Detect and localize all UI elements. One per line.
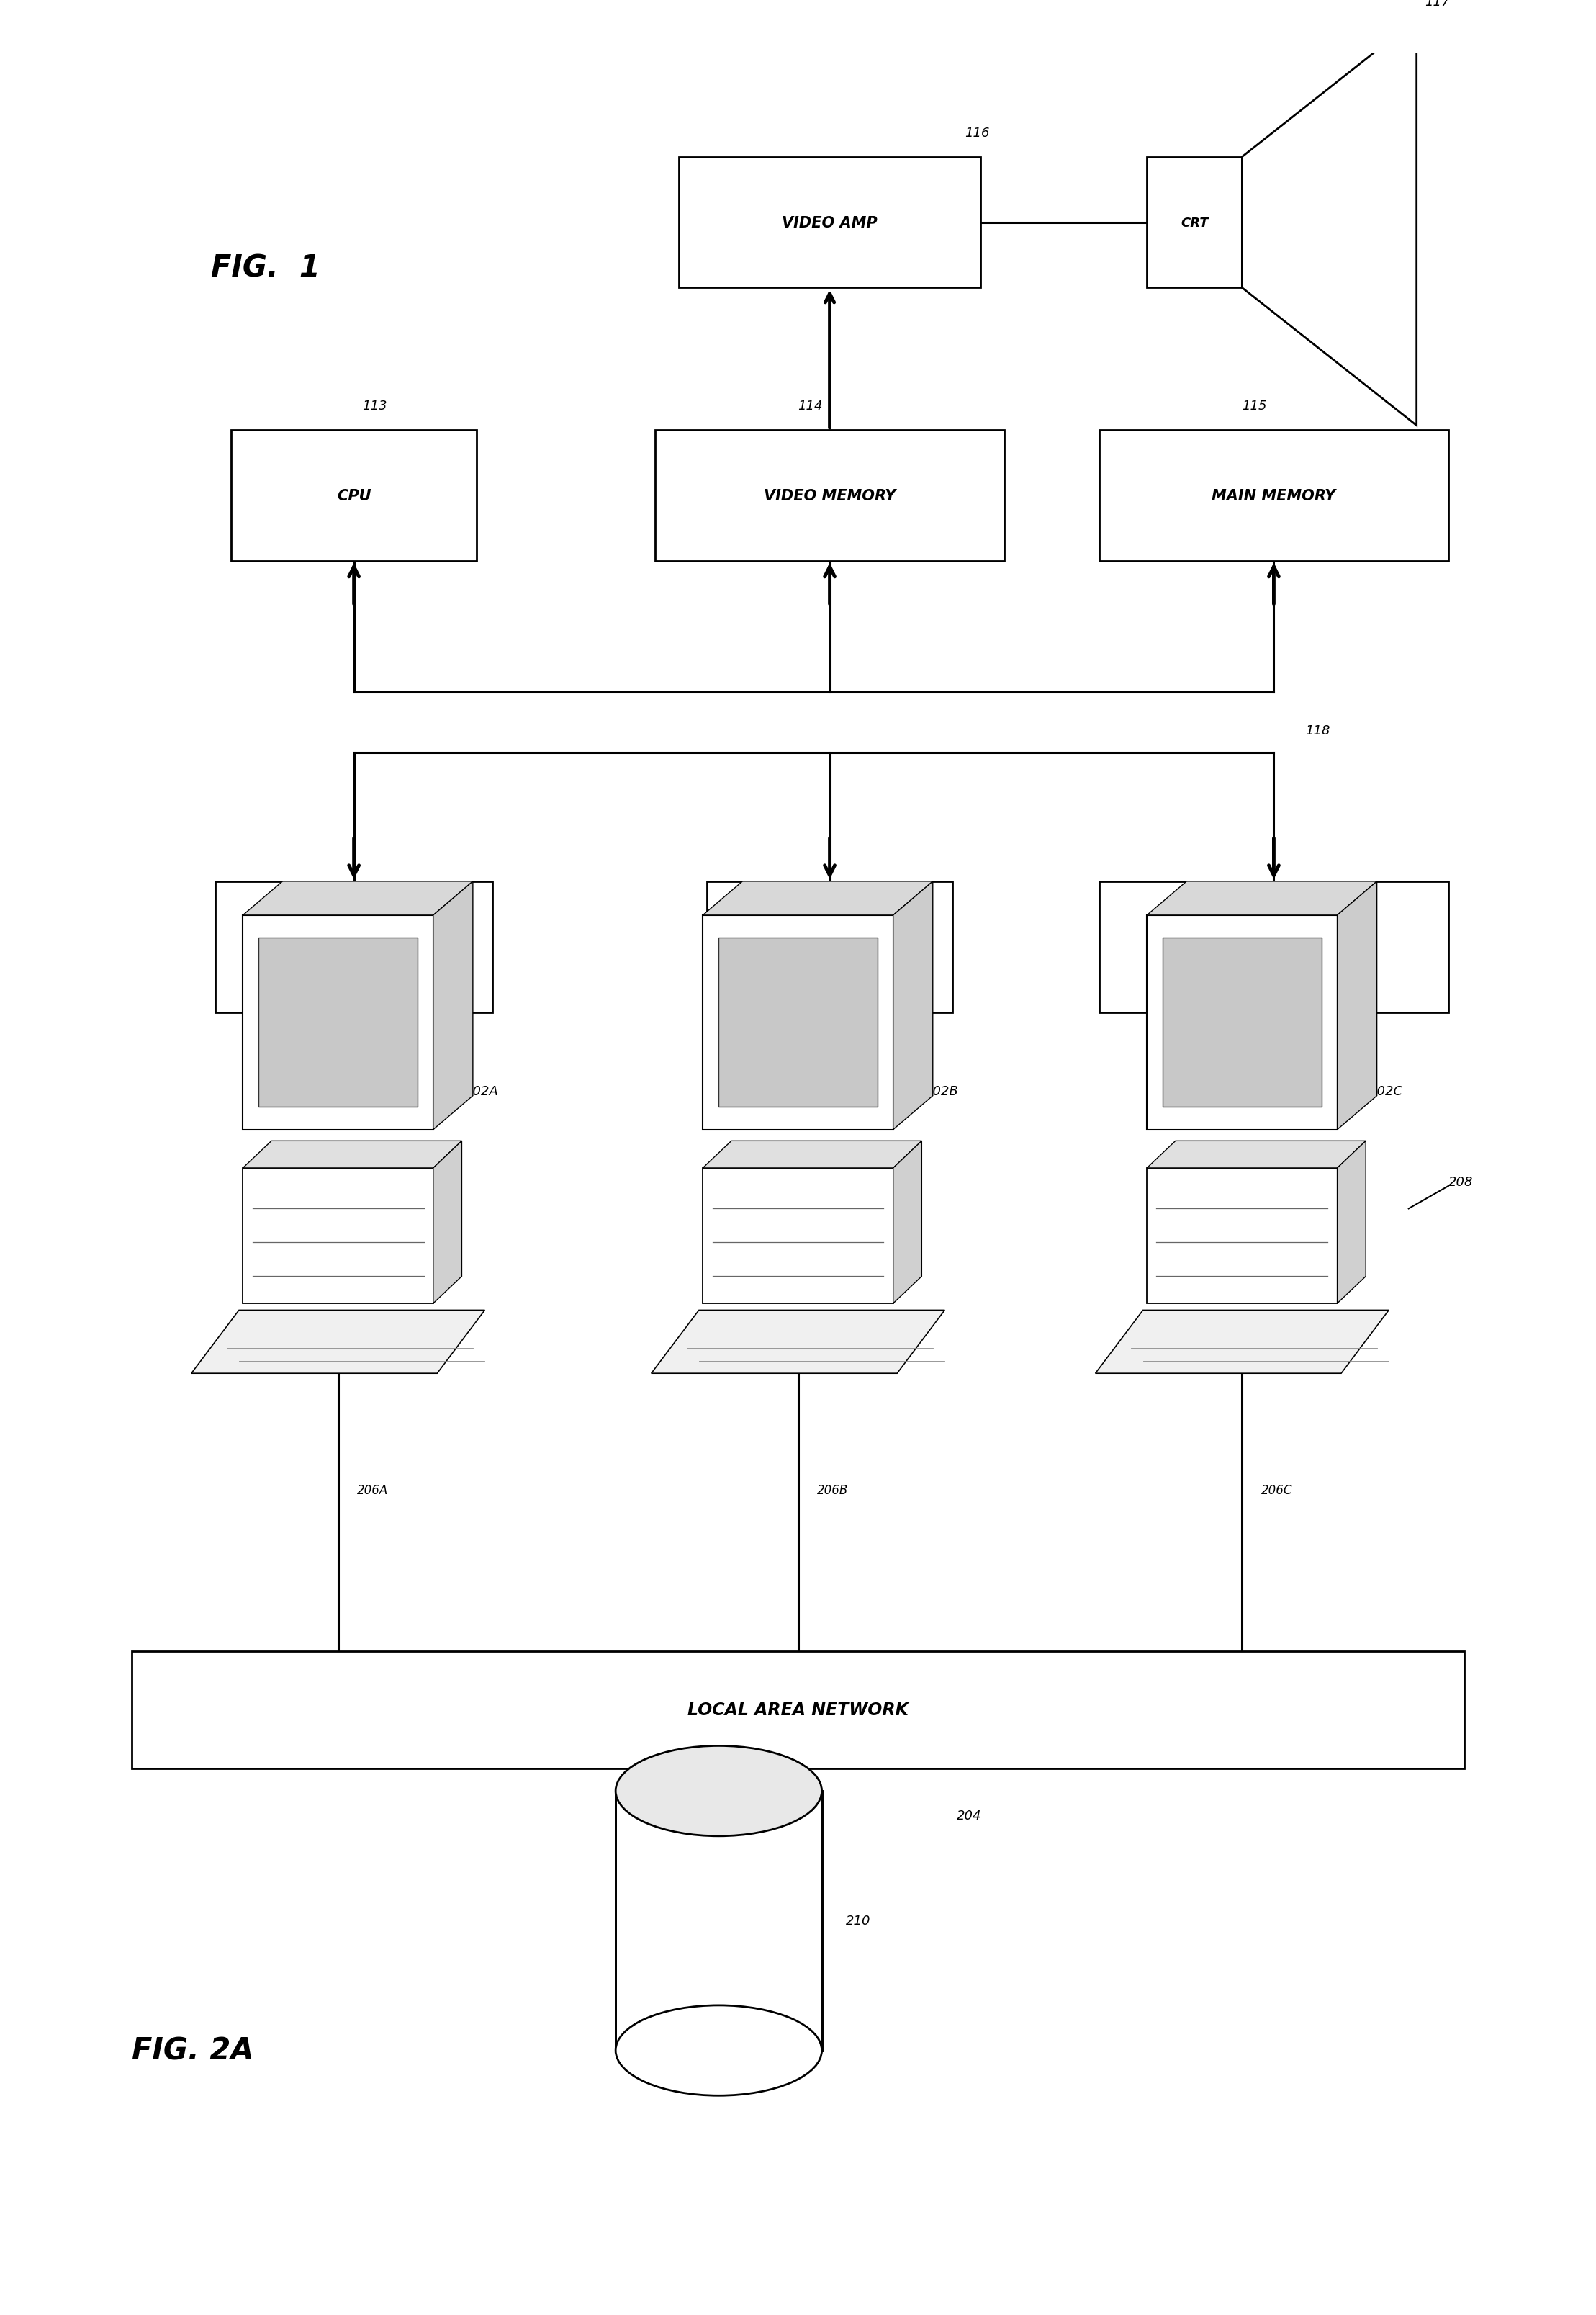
Bar bbox=[132, 1651, 1464, 1769]
Polygon shape bbox=[433, 1141, 461, 1303]
Text: 204: 204 bbox=[956, 1808, 982, 1822]
Bar bbox=[215, 882, 493, 1012]
Bar bbox=[259, 938, 418, 1107]
Polygon shape bbox=[894, 882, 932, 1130]
Bar bbox=[1148, 157, 1242, 289]
Polygon shape bbox=[1242, 21, 1417, 426]
Polygon shape bbox=[192, 1310, 485, 1373]
Text: 115: 115 bbox=[1242, 400, 1267, 412]
Bar bbox=[707, 882, 953, 1012]
Text: 206C: 206C bbox=[1261, 1484, 1293, 1495]
Text: CPU: CPU bbox=[337, 488, 370, 502]
Bar bbox=[718, 938, 878, 1107]
Text: LOCAL AREA NETWORK: LOCAL AREA NETWORK bbox=[688, 1702, 908, 1718]
Text: 111: 111 bbox=[822, 1076, 846, 1088]
Ellipse shape bbox=[616, 2005, 822, 2095]
Bar bbox=[656, 431, 1004, 560]
Polygon shape bbox=[1148, 1169, 1337, 1303]
Text: 110: 110 bbox=[346, 1076, 370, 1088]
Text: KEYBOARD: KEYBOARD bbox=[308, 940, 401, 954]
Polygon shape bbox=[243, 1169, 433, 1303]
Bar bbox=[678, 157, 980, 289]
Polygon shape bbox=[702, 914, 894, 1130]
Polygon shape bbox=[1095, 1310, 1389, 1373]
Text: 206B: 206B bbox=[817, 1484, 847, 1495]
Polygon shape bbox=[243, 1141, 461, 1169]
Text: 112: 112 bbox=[1266, 1076, 1291, 1088]
Bar bbox=[1163, 938, 1321, 1107]
Polygon shape bbox=[243, 882, 472, 914]
Polygon shape bbox=[1337, 882, 1377, 1130]
Text: 206A: 206A bbox=[358, 1484, 388, 1495]
Text: 206D: 206D bbox=[737, 1750, 769, 1764]
Bar bbox=[1100, 882, 1448, 1012]
Text: 210: 210 bbox=[846, 1915, 870, 1928]
Text: 117: 117 bbox=[1425, 0, 1449, 9]
Text: 202C: 202C bbox=[1369, 1086, 1403, 1097]
Text: 113: 113 bbox=[362, 400, 386, 412]
Text: CRT: CRT bbox=[1181, 215, 1208, 229]
Polygon shape bbox=[1148, 1141, 1366, 1169]
Text: FIG. 2A: FIG. 2A bbox=[132, 2035, 254, 2065]
Text: 208: 208 bbox=[1448, 1176, 1473, 1188]
Text: 202A: 202A bbox=[464, 1086, 498, 1097]
Polygon shape bbox=[1148, 914, 1337, 1130]
Text: 118: 118 bbox=[1306, 725, 1331, 736]
Bar bbox=[616, 1792, 822, 2051]
Text: MOUSE: MOUSE bbox=[800, 940, 860, 954]
Text: VIDEO AMP: VIDEO AMP bbox=[782, 215, 878, 229]
Polygon shape bbox=[433, 882, 472, 1130]
Polygon shape bbox=[702, 1169, 894, 1303]
Bar bbox=[231, 431, 477, 560]
Text: MAIN MEMORY: MAIN MEMORY bbox=[1211, 488, 1336, 502]
Bar bbox=[1100, 431, 1448, 560]
Polygon shape bbox=[651, 1310, 945, 1373]
Text: VIDEO MEMORY: VIDEO MEMORY bbox=[764, 488, 895, 502]
Ellipse shape bbox=[616, 1746, 822, 1836]
Text: 202B: 202B bbox=[924, 1086, 959, 1097]
Polygon shape bbox=[1337, 1141, 1366, 1303]
Text: MASS STORAGE: MASS STORAGE bbox=[1208, 940, 1341, 954]
Text: 114: 114 bbox=[798, 400, 824, 412]
Polygon shape bbox=[894, 1141, 922, 1303]
Polygon shape bbox=[702, 882, 932, 914]
Polygon shape bbox=[1148, 882, 1377, 914]
Polygon shape bbox=[702, 1141, 922, 1169]
Text: 116: 116 bbox=[964, 127, 990, 139]
Text: FIG.  1: FIG. 1 bbox=[211, 252, 321, 282]
Polygon shape bbox=[243, 914, 433, 1130]
